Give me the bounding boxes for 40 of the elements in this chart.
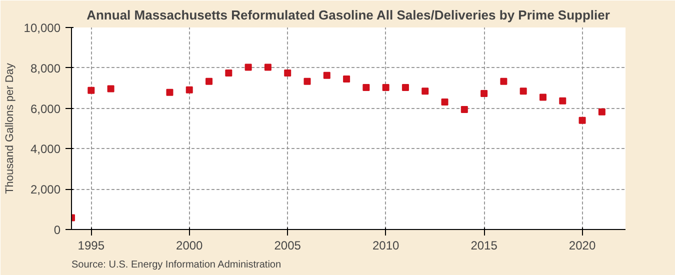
point xyxy=(598,108,606,116)
x-tick-label: 2020 xyxy=(568,238,596,252)
point xyxy=(402,84,409,91)
point xyxy=(186,86,193,94)
point xyxy=(382,84,390,91)
x-tick-label: 2000 xyxy=(176,238,204,252)
point xyxy=(304,78,311,85)
point xyxy=(284,69,292,76)
point xyxy=(206,78,213,85)
point xyxy=(500,78,508,85)
source-note: Source: U.S. Energy Information Administration xyxy=(72,260,282,270)
point xyxy=(441,98,448,106)
x-tick-label: 1995 xyxy=(78,238,105,252)
point xyxy=(362,84,370,91)
y-tick-label: 6,000 xyxy=(30,102,61,116)
point xyxy=(460,106,468,114)
point xyxy=(520,88,527,95)
point xyxy=(166,88,174,96)
point xyxy=(422,88,429,95)
point xyxy=(343,76,350,83)
point xyxy=(225,69,232,76)
y-tick-label: 8,000 xyxy=(30,61,61,76)
chart-title: Annual Massachusetts Reformulated Gasoline All Sales/Deliveries by Prime Supplier xyxy=(86,8,610,22)
point xyxy=(244,64,252,71)
x-tick-label: 2010 xyxy=(372,238,400,252)
point xyxy=(88,86,95,94)
y-tick-label: 4,000 xyxy=(30,142,61,156)
x-tick-label: 2015 xyxy=(470,238,498,252)
y-tick-label: 0 xyxy=(54,223,61,237)
point xyxy=(578,116,586,124)
point xyxy=(559,97,566,104)
point xyxy=(480,90,488,98)
point xyxy=(264,64,272,71)
y-axis-title: Thousand Gallons per Day xyxy=(4,62,16,194)
point xyxy=(323,72,330,79)
x-tick-label: 2005 xyxy=(274,238,302,252)
point xyxy=(539,94,546,101)
point xyxy=(107,85,114,92)
y-tick-label: 2,000 xyxy=(30,182,61,197)
y-tick-label: 10,000 xyxy=(24,21,61,35)
